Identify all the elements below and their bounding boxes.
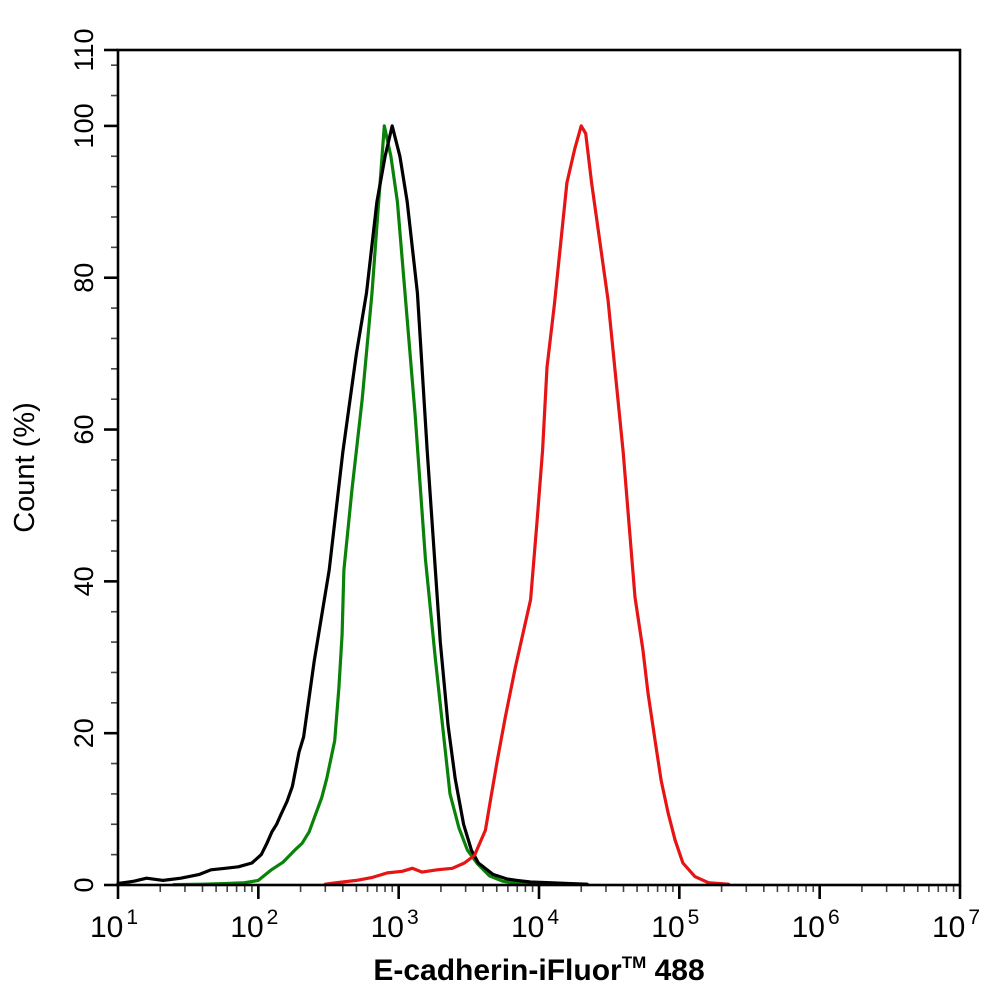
y-tick-label: 80 bbox=[69, 263, 99, 293]
x-tick-label: 10 5 bbox=[651, 906, 699, 944]
plot-frame bbox=[116, 48, 962, 887]
y-tick-label: 100 bbox=[69, 103, 99, 148]
x-tick-label: 10 6 bbox=[792, 906, 840, 944]
x-tick-label: 10 3 bbox=[371, 906, 419, 944]
x-tick-label: 10 1 bbox=[90, 906, 138, 944]
x-tick-label: 10 7 bbox=[932, 906, 980, 944]
curve-green bbox=[172, 124, 539, 887]
x-tick-label: 10 4 bbox=[511, 906, 559, 944]
x-axis-title: E-cadherin-iFluorTM 488 bbox=[373, 953, 704, 987]
y-axis-major-ticks: 0 20 40 60 80 100 110 bbox=[69, 28, 118, 893]
x-axis-major-ticks: 10 1 10 2 10 3 10 4 10 5 10 6 10 7 bbox=[90, 885, 980, 944]
y-tick-label: 40 bbox=[69, 566, 99, 596]
y-tick-label: 20 bbox=[69, 718, 99, 748]
y-axis-title: Count (%) bbox=[9, 402, 41, 533]
x-tick-label: 10 2 bbox=[230, 906, 278, 944]
curve-red bbox=[323, 124, 731, 886]
y-tick-label: 0 bbox=[69, 877, 99, 892]
y-tick-label: 60 bbox=[69, 415, 99, 445]
y-tick-label: 110 bbox=[69, 28, 99, 71]
curve-black bbox=[116, 124, 589, 886]
